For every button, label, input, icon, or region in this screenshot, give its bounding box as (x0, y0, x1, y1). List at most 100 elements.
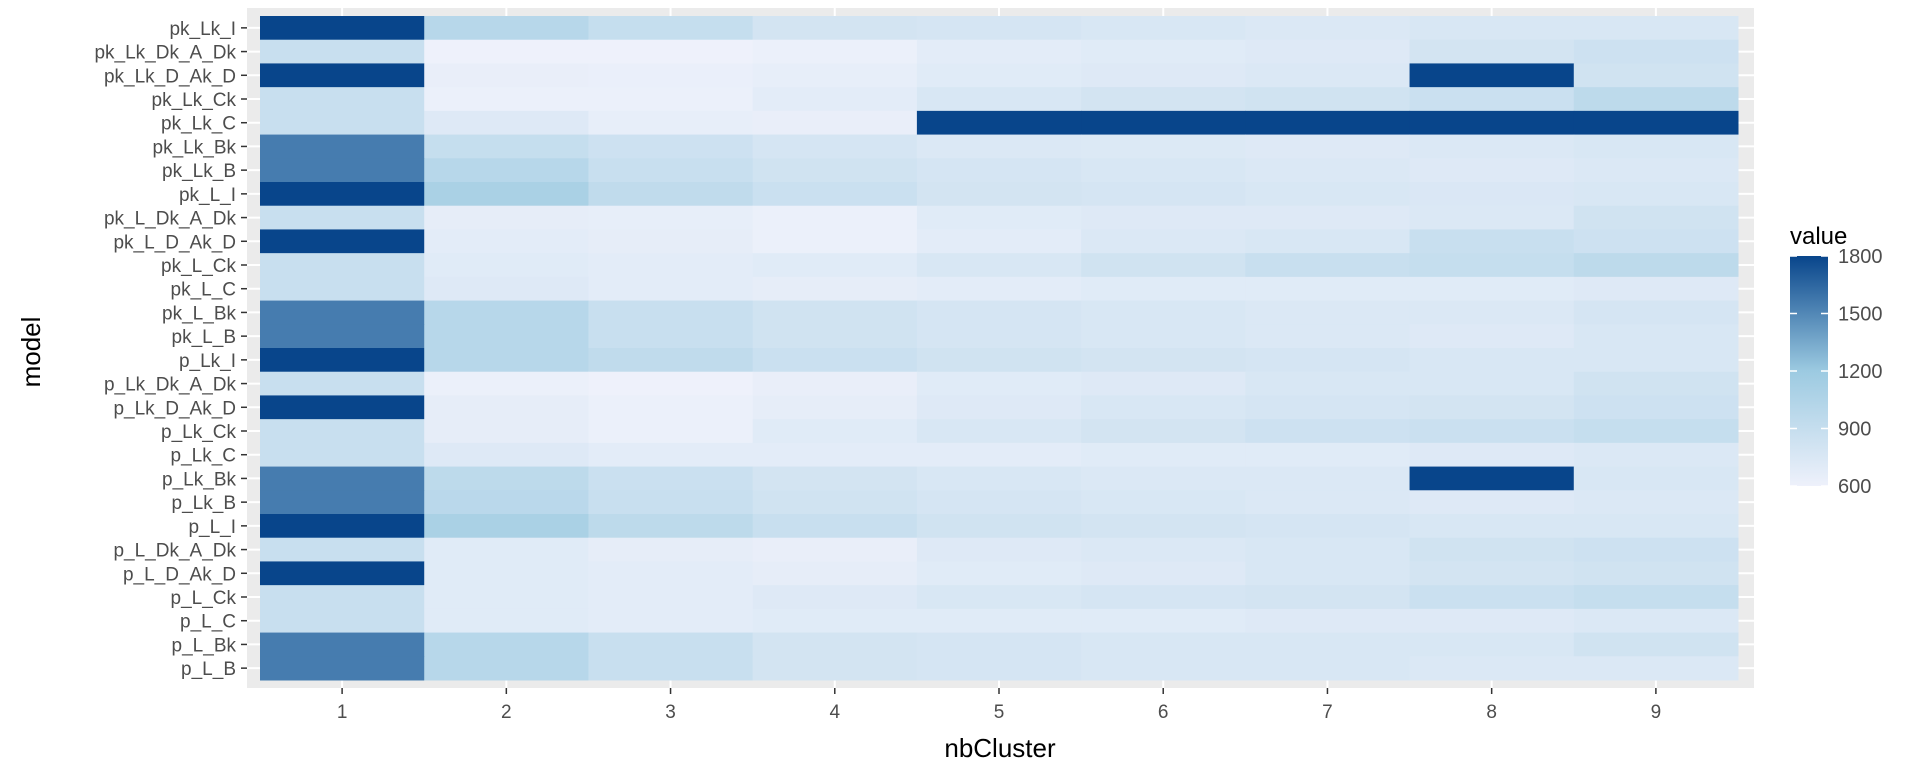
legend-tick-label: 900 (1838, 419, 1871, 441)
heatmap-cell (588, 229, 754, 254)
heatmap-cell (1245, 182, 1411, 207)
heatmap-cell (1245, 608, 1411, 634)
heatmap-cell (1409, 608, 1575, 634)
heatmap-cell (1081, 87, 1246, 112)
heatmap-cell (424, 324, 589, 349)
legend-tick-label: 1500 (1838, 304, 1883, 326)
heatmap-cell (260, 134, 425, 159)
heatmap-cell (1245, 253, 1411, 278)
heatmap-cell (1409, 537, 1575, 562)
heatmap-cell (588, 253, 754, 278)
heatmap-cell (424, 514, 589, 539)
y-tick-label: pk_L_I (179, 185, 236, 206)
y-tick-label: p_L_Bk (172, 635, 237, 656)
heatmap-cell (1573, 39, 1739, 64)
heatmap-cell (916, 324, 1082, 349)
y-tick-label: pk_L_D_Ak_D (113, 232, 236, 253)
heatmap-cell (1245, 632, 1411, 657)
heatmap-cell (916, 348, 1082, 373)
y-tick-label: p_L_Ck (171, 588, 237, 609)
y-tick-label: p_L_I (188, 517, 236, 538)
heatmap-cell (1081, 442, 1246, 468)
heatmap-cell (1573, 490, 1739, 515)
heatmap-cell (1245, 561, 1411, 586)
heatmap-cell (916, 158, 1082, 183)
heatmap-cell (1081, 182, 1246, 207)
heatmap-cell (916, 442, 1082, 468)
heatmap-cell (1409, 39, 1575, 64)
heatmap-cell (260, 632, 425, 657)
heatmap-cell (588, 395, 754, 420)
heatmap-cell (1573, 134, 1739, 159)
x-tick-label: 5 (994, 702, 1005, 723)
heatmap-cell (752, 39, 918, 64)
heatmap-cell (1409, 632, 1575, 657)
heatmap-cell (752, 110, 918, 136)
heatmap-cell (916, 371, 1082, 396)
heatmap-cell (752, 16, 918, 41)
heatmap-cell (1409, 300, 1575, 325)
heatmap-cell (1573, 632, 1739, 657)
heatmap-cell (260, 63, 425, 88)
heatmap-cell (424, 537, 589, 562)
heatmap-cell (1081, 300, 1246, 325)
heatmap-cell (588, 585, 754, 610)
heatmap-cell (1245, 514, 1411, 539)
heatmap-cell (916, 419, 1082, 444)
heatmap-cell (260, 87, 425, 112)
heatmap-cell (424, 466, 589, 491)
heatmap-cell (1573, 585, 1739, 610)
heatmap-cell (1573, 395, 1739, 420)
heatmap-cell (1245, 158, 1411, 183)
y-tick-label: p_L_B (181, 659, 236, 680)
y-tick-label: pk_Lk_Bk (153, 137, 237, 158)
heatmap-cell (424, 253, 589, 278)
heatmap-cell (916, 537, 1082, 562)
x-tick-label: 6 (1158, 702, 1169, 723)
x-tick-label: 8 (1486, 702, 1497, 723)
heatmap-cell (1081, 561, 1246, 586)
heatmap-cell (260, 371, 425, 396)
heatmap-cell (260, 656, 425, 681)
heatmap-cell (1245, 490, 1411, 515)
heatmap-cell (424, 608, 589, 634)
heatmap-cell (1573, 182, 1739, 207)
heatmap-cell (424, 656, 589, 681)
heatmap-cell (1081, 348, 1246, 373)
heatmap-cell (260, 110, 425, 136)
heatmap-cell (1409, 585, 1575, 610)
heatmap-cell (916, 561, 1082, 586)
heatmap-cell (1409, 16, 1575, 41)
heatmap-cell (424, 110, 589, 136)
heatmap-cell (1409, 442, 1575, 468)
heatmap-cell (1245, 205, 1411, 230)
y-tick-label: p_Lk_I (179, 351, 236, 372)
heatmap-cells (260, 16, 1739, 681)
heatmap-cell (424, 134, 589, 159)
heatmap-cell (424, 182, 589, 207)
heatmap-cell (588, 39, 754, 64)
heatmap-cell (1245, 419, 1411, 444)
heatmap-cell (260, 537, 425, 562)
heatmap-cell (752, 442, 918, 468)
heatmap-cell (1573, 158, 1739, 183)
heatmap-cell (1573, 371, 1739, 396)
heatmap-cell (1245, 585, 1411, 610)
heatmap-cell (1573, 348, 1739, 373)
heatmap-cell (1245, 442, 1411, 468)
heatmap-cell (1081, 608, 1246, 634)
y-tick-label: p_L_Dk_A_Dk (113, 541, 236, 562)
heatmap-cell (916, 608, 1082, 634)
heatmap-cell (260, 585, 425, 610)
heatmap-cell (260, 39, 425, 64)
y-tick-label: p_Lk_Dk_A_Dk (104, 375, 237, 396)
heatmap-cell (424, 158, 589, 183)
heatmap-cell (260, 16, 425, 41)
y-tick-label: p_Lk_C (171, 446, 237, 467)
y-tick-label: p_L_C (180, 612, 236, 633)
y-tick-label: pk_L_Ck (161, 256, 236, 277)
heatmap-cell (1573, 442, 1739, 468)
heatmap-cell (1409, 490, 1575, 515)
heatmap-cell (1081, 537, 1246, 562)
heatmap-cell (752, 490, 918, 515)
